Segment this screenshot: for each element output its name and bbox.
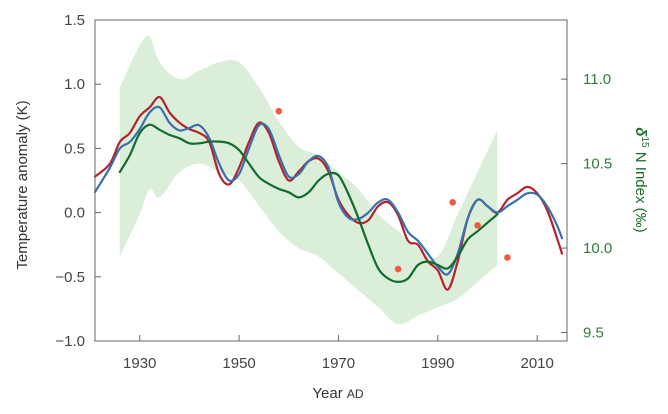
y-axis-title: Temperature anomaly (K) <box>14 100 31 269</box>
points-layer <box>275 107 511 273</box>
green-d15n-line <box>118 123 499 283</box>
y-right-tick-label: 10.0 <box>583 240 612 257</box>
axes-layer: 1930 1950 1970 1990 2010 −1.0 −0.5 0.0 0.5 1.0 1.5… <box>55 12 612 372</box>
data-point <box>275 107 283 115</box>
labels-layer: Year AD Temperature anomaly (K) δ15 N In… <box>14 100 650 402</box>
y-tick-label: −0.5 <box>55 269 85 286</box>
data-point <box>394 265 402 273</box>
x-tick-label: 1970 <box>322 355 355 372</box>
y-tick-label: 0.5 <box>64 140 85 157</box>
uncertainty-band <box>119 35 498 325</box>
plot-frame <box>94 19 568 342</box>
y-tick-label: −1.0 <box>55 333 85 350</box>
x-axis-title: Year AD <box>312 385 363 402</box>
data-point <box>449 199 457 206</box>
x-tick-label: 1950 <box>222 355 255 372</box>
y-right-axis-title: δ15 N Index (‰) <box>632 127 650 232</box>
uncertainty-band-layer <box>119 35 498 325</box>
data-point <box>504 254 511 261</box>
y-right-tick-label: 10.5 <box>583 156 612 173</box>
y-right-tick-label: 11.0 <box>583 71 611 88</box>
x-tick-label: 2010 <box>521 355 554 372</box>
y-right-tick-label: 9.5 <box>583 325 604 342</box>
x-tick-label: 1930 <box>123 355 156 372</box>
data-point <box>474 222 481 229</box>
blue-temperature-line <box>93 105 564 276</box>
series-layer <box>93 95 564 291</box>
y-tick-label: 1.0 <box>64 76 85 93</box>
y-tick-label: 1.5 <box>64 12 85 29</box>
x-tick-label: 1990 <box>421 355 454 372</box>
y-tick-label: 0.0 <box>64 205 85 222</box>
